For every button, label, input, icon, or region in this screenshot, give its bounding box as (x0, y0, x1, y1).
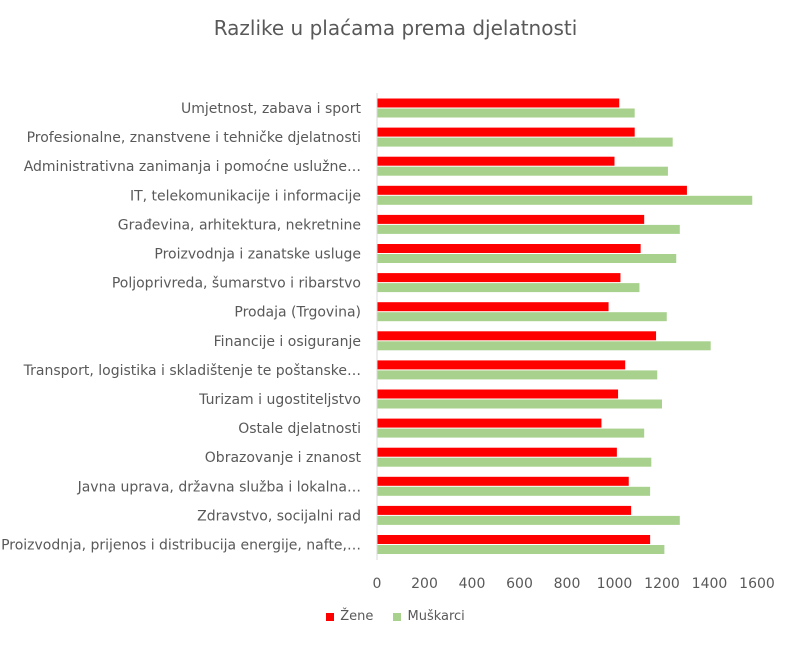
chart-title: Razlike u plaćama prema djelatnosti (213, 16, 578, 40)
category-label-4: Građevina, arhitektura, nekretnine (118, 217, 361, 233)
bar-muskarci-4 (377, 224, 680, 234)
x-tick-label-6: 1200 (644, 576, 680, 592)
bar-zene-9 (377, 360, 626, 370)
category-labels: Umjetnost, zabava i sport Profesionalne, … (1, 101, 361, 554)
bar-muskarci-11 (377, 428, 645, 438)
bar-zene-2 (377, 156, 615, 166)
bar-muskarci-14 (377, 515, 680, 525)
x-tick-label-0: 0 (373, 576, 382, 592)
bar-zene-1 (377, 127, 635, 137)
category-label-1: Profesionalne, znanstvene i tehničke dje… (27, 130, 361, 146)
legend-label-zene: Žene (340, 609, 374, 624)
bar-muskarci-9 (377, 370, 658, 380)
bar-muskarci-7 (377, 312, 667, 322)
x-tick-label-8: 1600 (739, 576, 775, 592)
bar-muskarci-6 (377, 283, 640, 293)
bars-layer (377, 98, 753, 554)
x-tick-label-5: 1000 (597, 576, 633, 592)
bar-muskarci-10 (377, 399, 662, 409)
bar-zene-5 (377, 244, 641, 253)
category-label-8: Financije i osiguranje (214, 334, 361, 350)
category-label-9: Transport, logistika i skladištenje te p… (23, 363, 361, 379)
x-tick-label-1: 200 (411, 576, 438, 592)
category-label-0: Umjetnost, zabava i sport (181, 101, 362, 117)
bar-zene-3 (377, 185, 687, 195)
legend-item-zene: Žene (326, 609, 373, 624)
bar-zene-0 (377, 98, 620, 108)
bar-muskarci-13 (377, 486, 651, 496)
category-label-13: Javna uprava, državna služba i lokalna… (77, 479, 361, 495)
category-label-14: Zdravstvo, socijalni rad (197, 508, 361, 524)
legend-item-muskarci: Muškarci (393, 609, 465, 624)
legend: Žene Muškarci (0, 609, 791, 625)
category-label-12: Obrazovanje i znanost (205, 450, 362, 466)
bar-muskarci-8 (377, 341, 711, 351)
legend-label-muskarci: Muškarci (407, 609, 465, 624)
bar-muskarci-2 (377, 166, 668, 176)
x-tick-label-2: 400 (459, 576, 486, 592)
bar-zene-6 (377, 273, 621, 283)
x-tick-label-4: 800 (554, 576, 581, 592)
category-label-15: Proizvodnja, prijenos i distribucija ene… (1, 538, 361, 554)
legend-swatch-zene (326, 612, 335, 621)
x-tick-label-7: 1400 (692, 576, 728, 592)
bar-muskarci-12 (377, 457, 652, 467)
category-label-5: Proizvodnja i zanatske usluge (154, 247, 361, 263)
category-label-6: Poljoprivreda, šumarstvo i ribarstvo (112, 276, 361, 292)
x-axis-ticks: 0 200 400 600 800 1000 1200 1400 1600 (373, 576, 775, 592)
bar-zene-4 (377, 214, 645, 224)
category-label-3: IT, telekomunikacije i informacije (130, 188, 361, 204)
category-label-7: Prodaja (Trgovina) (234, 305, 361, 321)
bar-zene-7 (377, 302, 609, 312)
bar-zene-11 (377, 418, 602, 428)
bar-zene-8 (377, 331, 657, 341)
bar-zene-12 (377, 447, 617, 457)
bar-muskarci-15 (377, 545, 665, 554)
bar-zene-15 (377, 535, 651, 544)
bar-muskarci-0 (377, 108, 635, 118)
bar-zene-10 (377, 389, 619, 399)
x-tick-label-3: 600 (506, 576, 533, 592)
bar-muskarci-3 (377, 195, 753, 205)
bar-zene-13 (377, 476, 629, 486)
bar-muskarci-1 (377, 137, 673, 147)
bar-zene-14 (377, 505, 632, 515)
category-label-10: Turizam i ugostiteljstvo (198, 392, 361, 408)
bar-muskarci-5 (377, 254, 677, 263)
category-label-11: Ostale djelatnosti (238, 421, 361, 437)
legend-swatch-muskarci (393, 612, 402, 621)
category-label-2: Administrativna zanimanja i pomoćne uslu… (24, 159, 361, 175)
